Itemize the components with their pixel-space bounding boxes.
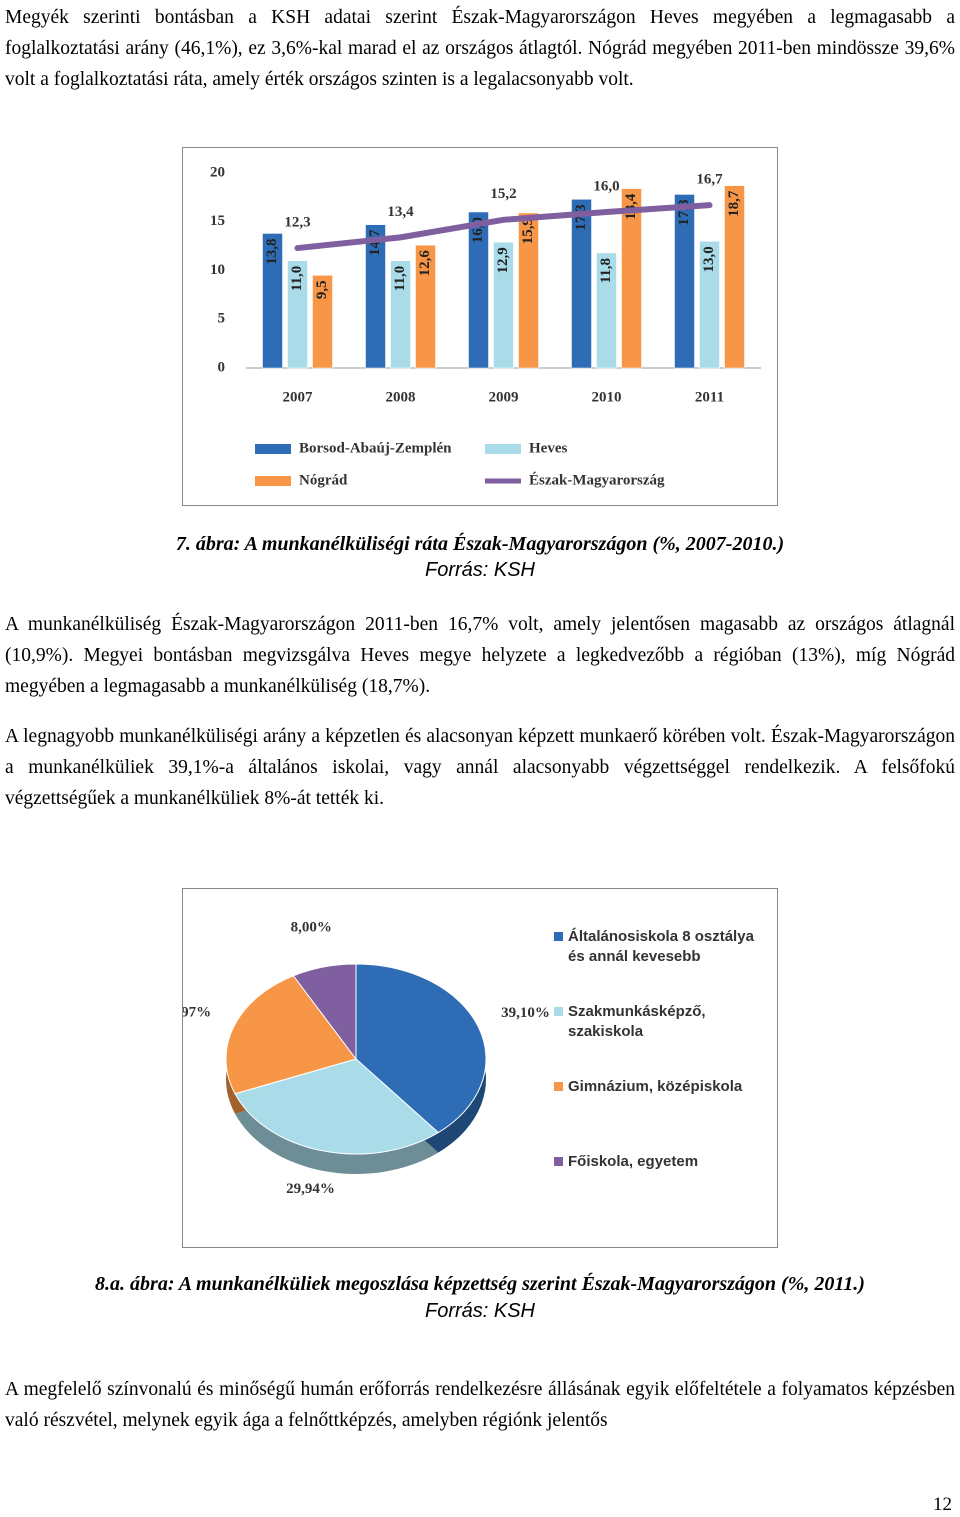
pie-value-label: 39,10% [501, 1005, 550, 1021]
bar-value-label: 9,5 [314, 280, 330, 299]
page-number: 12 [933, 1494, 952, 1515]
legend-label: Főiskola, egyetem [568, 1153, 699, 1170]
line-value-label: 12,3 [284, 215, 310, 231]
bar [415, 244, 436, 369]
bar [699, 241, 720, 369]
paragraph: A megfelelő színvonalú és minőségű humán… [5, 1379, 955, 1431]
bar [596, 252, 617, 369]
bar-value-label: 15,9 [520, 218, 536, 244]
bar [493, 241, 514, 369]
legend-swatch [554, 1007, 563, 1016]
figure-caption: 8.a. ábra: A munkanélküliek megoszlása k… [95, 1273, 865, 1295]
bar-value-label: 11,0 [392, 266, 408, 291]
line-value-label: 16,0 [593, 178, 619, 194]
legend-label: Nógrád [299, 472, 348, 488]
legend-label: Borsod-Abaúj-Zemplén [299, 440, 452, 456]
legend-swatch [485, 444, 521, 454]
pie-slice [355, 963, 487, 1134]
bar-value-label: 11,0 [289, 266, 305, 291]
x-tick-label: 2007 [283, 389, 314, 405]
legend-label: Heves [529, 440, 567, 456]
legend-label: Gimnázium, középiskola [568, 1078, 743, 1095]
line-value-label: 16,7 [696, 172, 723, 188]
pie-slice [292, 963, 357, 1061]
x-tick-label: 2009 [489, 389, 519, 405]
bar-value-label: 18,7 [726, 190, 742, 217]
pie-value-label: 22,97% [183, 1005, 211, 1021]
bar-value-label: 13,8 [264, 238, 280, 264]
figure-caption: 7. ábra: A munkanélküliségi ráta Észak-M… [175, 533, 785, 555]
pie-value-label: 8,00% [291, 920, 332, 936]
bar [287, 260, 308, 369]
legend-swatch [255, 444, 291, 454]
figure-frame: 0 5 10 15 20 2007 13,8 11,0 9,5 2008 14,7 11,0 12,6 2… [182, 147, 778, 506]
legend-label: Észak-Magyarország [529, 471, 665, 488]
legend-entry: Szakmunkásképző, szakiskola [554, 1002, 773, 1042]
figure-source: Forrás: KSH [424, 1300, 536, 1322]
pie-slice [225, 975, 357, 1095]
line-value-label: 15,2 [490, 186, 516, 202]
bar-value-label: 12,9 [495, 247, 511, 273]
bar [571, 199, 592, 369]
bar-value-label: 17,3 [573, 204, 589, 230]
legend-swatch [554, 1157, 563, 1166]
legend-label: Szakmunkásképző, szakiskola [568, 1003, 706, 1040]
legend-entry: Általánosiskola 8 osztálya és annál keve… [554, 927, 773, 967]
bar [621, 188, 642, 369]
bar [312, 275, 333, 369]
bar [468, 211, 489, 369]
paragraph: Megyék szerinti bontásban a KSH adatai s… [5, 7, 955, 90]
bar [724, 185, 745, 369]
bar [262, 233, 283, 369]
paragraph: A munkanélküliség Észak-Magyarországon 2… [5, 614, 955, 697]
x-tick-label: 2010 [592, 389, 622, 405]
bar-value-label: 17,8 [676, 199, 692, 225]
paragraph: A legnagyobb munkanélküliségi arány a ké… [5, 726, 955, 809]
bar [674, 194, 695, 369]
y-tick-label: 15 [210, 213, 225, 229]
pie-value-label: 29,94% [286, 1181, 335, 1197]
legend-entry: Gimnázium, középiskola [554, 1077, 773, 1097]
bar-value-label: 13,0 [701, 246, 717, 272]
bar [365, 224, 386, 369]
bar [390, 260, 411, 369]
figure-source: Forrás: KSH [424, 559, 536, 581]
bar-value-label: 12,6 [417, 250, 433, 277]
y-tick-label: 20 [210, 164, 225, 180]
legend-swatch [554, 932, 563, 941]
bar [518, 212, 539, 369]
legend-entry: Főiskola, egyetem [554, 1152, 773, 1172]
figure-frame: 39,10% 29,94% 22,97% 8,00% Általánosiskola … [162, 888, 778, 1248]
x-tick-label: 2008 [386, 389, 416, 405]
pie-chart: 39,10% 29,94% 22,97% 8,00% [162, 920, 550, 1197]
bar-value-label: 11,8 [598, 258, 614, 283]
x-tick-label: 2011 [695, 389, 724, 405]
y-tick-label: 5 [218, 311, 226, 327]
legend-label: Általánosiskola 8 osztálya és annál keve… [568, 928, 754, 965]
legend-swatch [554, 1082, 563, 1091]
line-value-label: 13,4 [387, 204, 414, 220]
y-tick-label: 0 [218, 359, 226, 375]
pie-slice [234, 1058, 440, 1155]
line-series [294, 202, 713, 252]
y-tick-label: 10 [210, 262, 225, 278]
bar-value-label: 18,4 [623, 193, 639, 220]
legend-swatch [255, 476, 291, 486]
